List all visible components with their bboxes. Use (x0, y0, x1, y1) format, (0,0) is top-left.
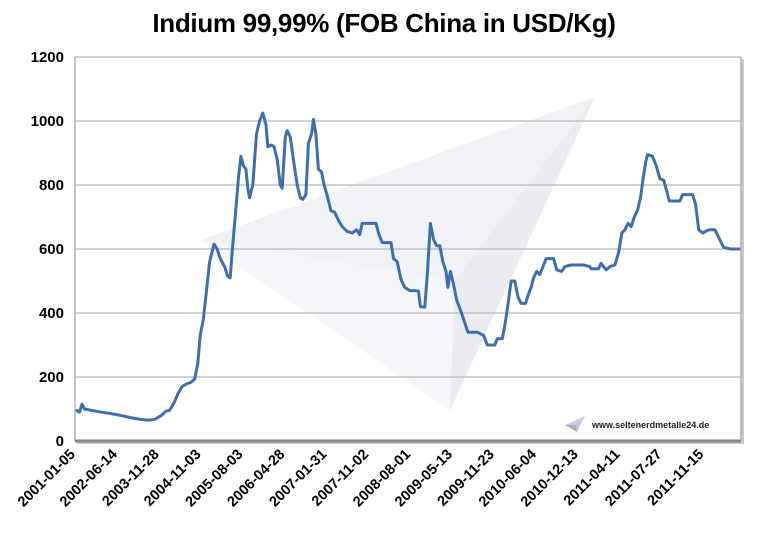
y-tick-label: 0 (56, 433, 64, 450)
y-tick-label: 400 (39, 305, 64, 322)
watermark-plane-icon (200, 97, 595, 410)
watermark-logo-icon (565, 416, 585, 432)
y-axis-tick-labels: 0 200 400 600 800 1000 1200 (31, 49, 64, 450)
y-tick-label: 600 (39, 241, 64, 258)
chart-title: Indium 99,99% (FOB China in USD/Kg) (152, 8, 616, 38)
y-tick-label: 1200 (31, 49, 64, 66)
gridlines (75, 56, 741, 378)
y-tick-label: 200 (39, 369, 64, 386)
indium-price-line (75, 111, 742, 422)
x-axis-tick-labels: 2001-01-052002-06-142003-11-282004-11-03… (15, 447, 707, 511)
watermark-text: www.seltenerdmetalle24.de (591, 420, 709, 430)
watermark-badge: www.seltenerdmetalle24.de (565, 416, 709, 432)
y-tick-label: 1000 (31, 113, 64, 130)
y-tick-label: 800 (39, 177, 64, 194)
